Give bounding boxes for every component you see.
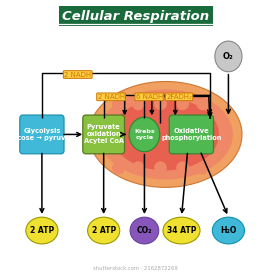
FancyBboxPatch shape — [169, 115, 213, 154]
Ellipse shape — [163, 217, 200, 244]
Ellipse shape — [26, 217, 58, 244]
Text: 2 NADH: 2 NADH — [64, 71, 91, 78]
Ellipse shape — [112, 99, 219, 171]
Text: 34 ATP: 34 ATP — [167, 226, 196, 235]
FancyBboxPatch shape — [83, 115, 125, 154]
Ellipse shape — [98, 89, 233, 179]
Text: CO₂: CO₂ — [137, 226, 152, 235]
Text: Krebs
cycle: Krebs cycle — [134, 129, 155, 140]
Text: Cellular Respiration: Cellular Respiration — [62, 10, 209, 22]
Ellipse shape — [132, 97, 145, 110]
Ellipse shape — [130, 217, 159, 244]
Ellipse shape — [176, 97, 189, 110]
Ellipse shape — [88, 217, 120, 244]
Ellipse shape — [112, 161, 125, 174]
Text: 2 ATP: 2 ATP — [92, 226, 116, 235]
Text: H₂O: H₂O — [220, 226, 237, 235]
Ellipse shape — [112, 97, 125, 110]
FancyBboxPatch shape — [20, 115, 64, 154]
Ellipse shape — [215, 41, 242, 72]
Ellipse shape — [212, 217, 244, 244]
Text: 2FADH₂: 2FADH₂ — [166, 94, 192, 100]
Text: shutterstock.com · 2162872269: shutterstock.com · 2162872269 — [93, 266, 178, 271]
Ellipse shape — [129, 117, 160, 152]
Text: Glycolysis
glycose → pyruvate: Glycolysis glycose → pyruvate — [6, 128, 78, 141]
Ellipse shape — [89, 81, 242, 187]
Ellipse shape — [176, 161, 189, 174]
Text: 2 NADH: 2 NADH — [98, 94, 125, 100]
Text: 2 ATP: 2 ATP — [30, 226, 54, 235]
Ellipse shape — [196, 161, 209, 174]
Text: Pyruvate
oxidation
Acytel CoA: Pyruvate oxidation Acytel CoA — [84, 124, 124, 144]
Ellipse shape — [196, 97, 209, 110]
Ellipse shape — [154, 161, 167, 174]
Ellipse shape — [154, 97, 167, 110]
Text: 6 NADH: 6 NADH — [136, 94, 163, 100]
Text: Oxidative
phosphorylation: Oxidative phosphorylation — [161, 128, 222, 141]
Ellipse shape — [132, 161, 145, 174]
Text: O₂: O₂ — [223, 52, 234, 61]
